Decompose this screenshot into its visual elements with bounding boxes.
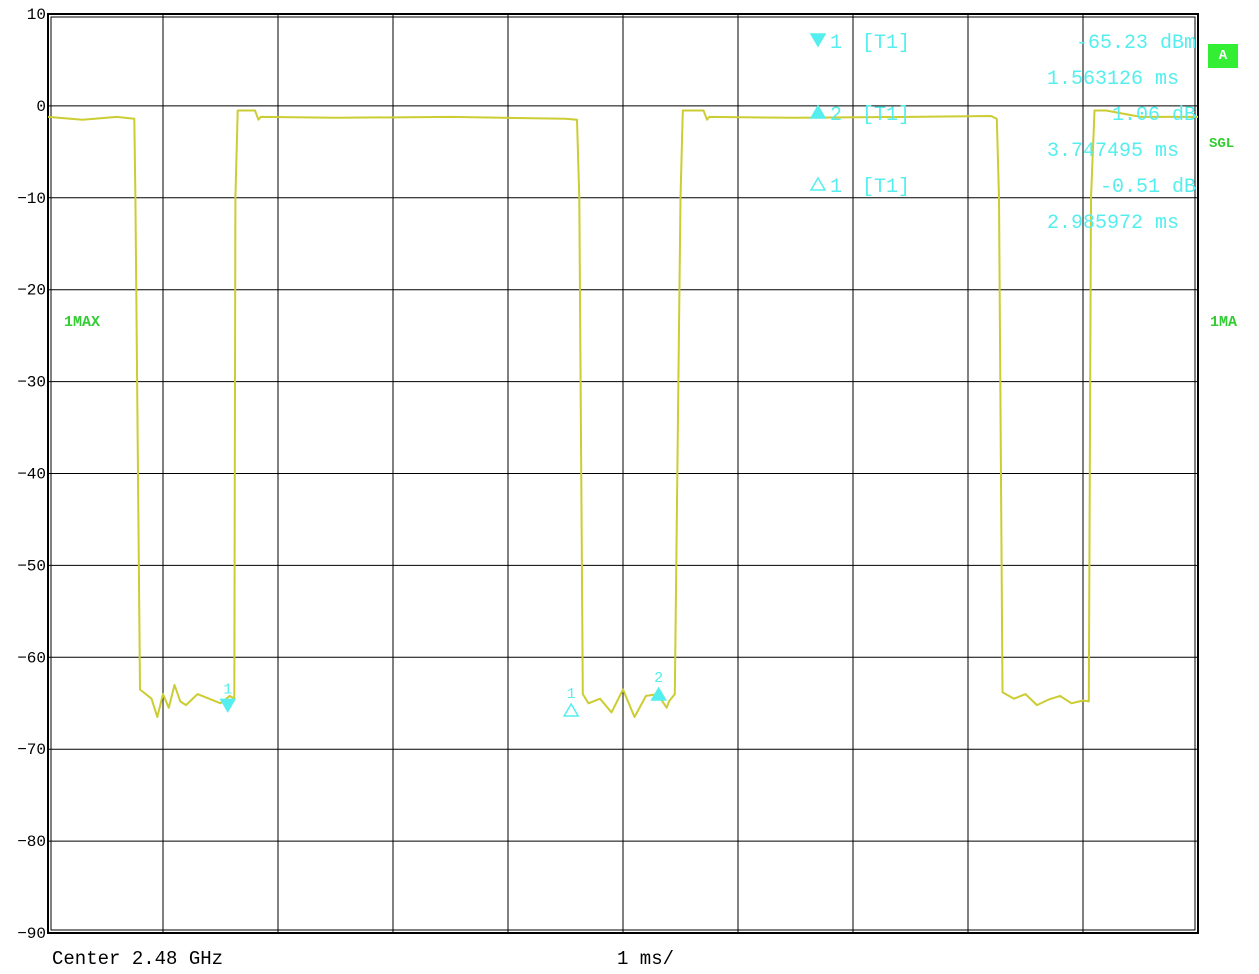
trace-label-right: 1MA — [1210, 314, 1238, 331]
grid — [47, 13, 1199, 934]
marker-table: 1 [T1] -65.23 dBm 1.563126 ms 2 [T1] 1.06 dB 3.… — [809, 32, 1196, 235]
span-per-division: 1 ms/ — [617, 948, 675, 970]
marker-table-time: 2.985972 ms — [1047, 212, 1179, 235]
marker-symbol — [219, 698, 237, 713]
y-tick-label: −20 — [17, 282, 46, 300]
y-tick-label: −60 — [17, 649, 46, 667]
y-tick-label: −80 — [17, 833, 46, 851]
marker-table-value: 1.06 dB — [1112, 104, 1196, 127]
markers: 1 1 2 — [219, 670, 667, 717]
y-tick-label: 0 — [36, 98, 46, 116]
y-tick-labels: 10 0 −10 −20 −30 −40 −50 −60 −70 −80 −90 — [17, 6, 46, 943]
y-tick-label: 10 — [27, 6, 46, 24]
marker-table-time: 1.563126 ms — [1047, 68, 1179, 91]
marker-table-symbol — [809, 33, 827, 48]
screen-a-badge: A — [1208, 44, 1238, 68]
marker-label: 1 — [567, 686, 576, 703]
marker-table-symbol — [809, 176, 827, 191]
sweep-mode-label: SGL — [1209, 136, 1235, 152]
marker-table-value: -0.51 dB — [1100, 176, 1196, 199]
marker-table-id: 1 — [830, 32, 842, 55]
y-tick-label: −70 — [17, 741, 46, 759]
marker-symbol — [562, 702, 580, 717]
trace-line — [47, 109, 1198, 718]
marker-table-tag: [T1] — [862, 176, 910, 199]
marker-symbol — [650, 686, 667, 701]
y-tick-label: −90 — [17, 925, 46, 943]
trace-label-left: 1MAX — [64, 314, 101, 331]
y-tick-label: −30 — [17, 374, 46, 392]
trace-1 — [47, 109, 1198, 718]
y-tick-label: −50 — [17, 557, 46, 575]
marker-table-tag: [T1] — [862, 104, 910, 127]
y-tick-label: −10 — [17, 190, 46, 208]
center-frequency: Center 2.48 GHz — [52, 948, 224, 970]
marker-table-time: 3.747495 ms — [1047, 140, 1179, 163]
marker-label: 1 — [223, 681, 232, 698]
marker-table-symbol — [809, 104, 827, 119]
marker-table-tag: [T1] — [862, 32, 910, 55]
marker-table-id: 1 — [830, 176, 842, 199]
marker-label: 2 — [654, 670, 663, 687]
marker-table-id: 2 — [830, 104, 842, 127]
marker-table-value: -65.23 dBm — [1076, 32, 1196, 55]
y-tick-label: −40 — [17, 466, 46, 484]
